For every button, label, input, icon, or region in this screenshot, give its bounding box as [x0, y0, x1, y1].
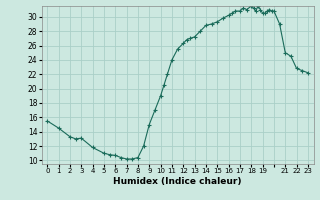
X-axis label: Humidex (Indice chaleur): Humidex (Indice chaleur): [113, 177, 242, 186]
